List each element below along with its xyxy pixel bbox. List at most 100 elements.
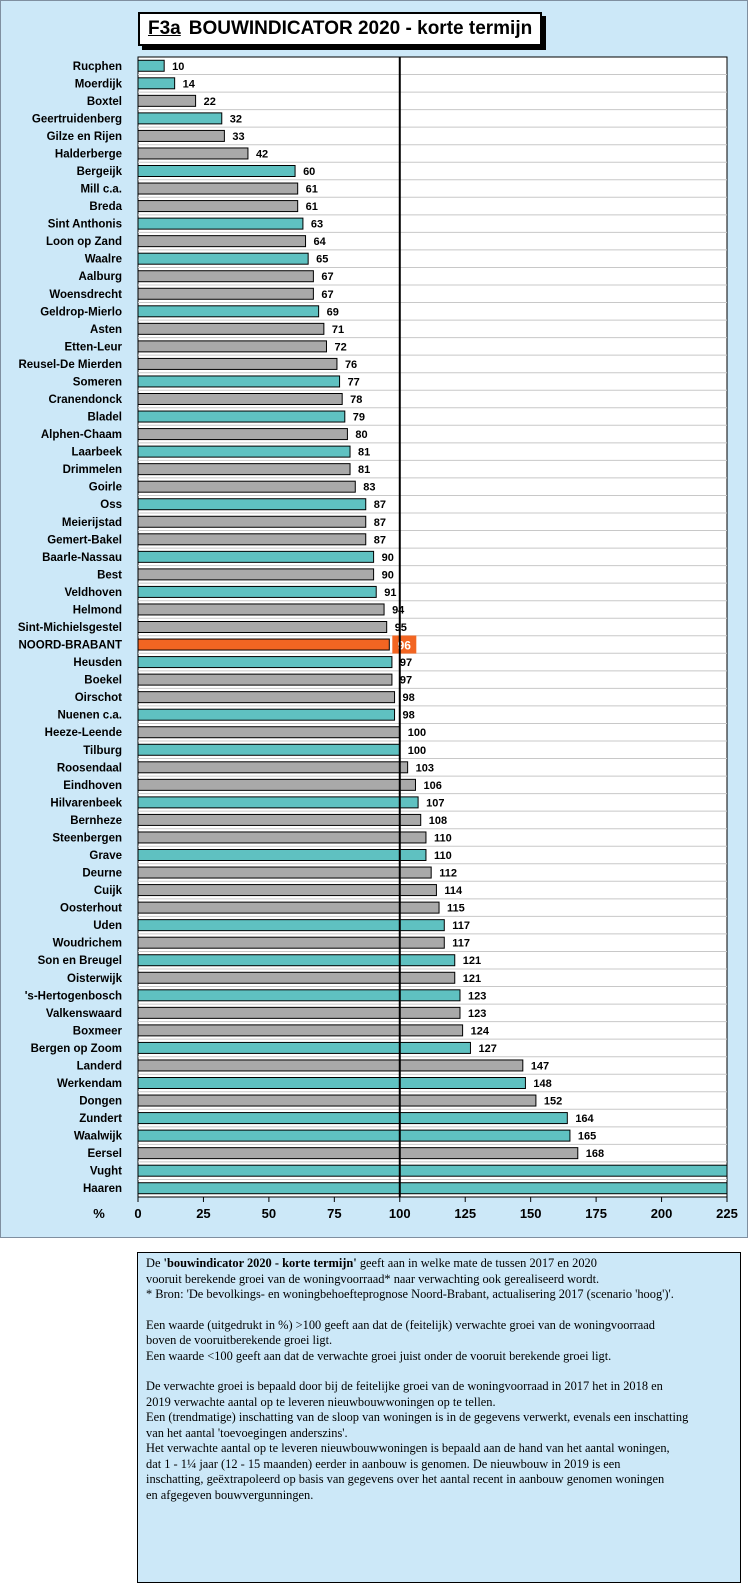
value-label: 63 [311, 219, 323, 231]
value-label: 164 [575, 1113, 594, 1125]
note-line: en afgegeven bouwvergunningen. [146, 1488, 732, 1504]
bar [137, 621, 388, 633]
value-label: 98 [403, 710, 415, 722]
bar [137, 59, 165, 72]
bar [137, 1129, 571, 1142]
value-label: 72 [334, 341, 346, 353]
bar [137, 375, 341, 388]
bar [137, 568, 375, 581]
bar [137, 831, 427, 844]
chart-title: F3a BOUWINDICATOR 2020 - korte termijn [138, 12, 543, 46]
bar [137, 235, 307, 248]
category-label: Bergeijk [77, 166, 123, 178]
bar [137, 182, 299, 195]
x-tick-label: 125 [454, 1206, 476, 1221]
x-tick-label: 225 [716, 1206, 738, 1221]
category-label: Cranendonck [49, 394, 123, 406]
value-label: 78 [350, 394, 362, 406]
category-label: Moerdijk [75, 78, 123, 90]
bar [137, 1094, 537, 1107]
category-label: Werkendam [57, 1078, 122, 1090]
value-label: 94 [392, 604, 405, 616]
category-label: Valkenswaard [46, 1008, 122, 1020]
category-label: Rucphen [73, 61, 122, 73]
category-label: Bladel [87, 412, 122, 424]
value-label: 121 [463, 955, 481, 967]
category-label: Uden [93, 920, 122, 932]
bar [137, 498, 367, 511]
value-label: 123 [468, 990, 486, 1002]
note-line: dat 1 - 1¼ jaar (12 - 15 maanden) eerder… [146, 1457, 732, 1473]
value-label: 87 [374, 499, 386, 511]
category-label: Best [97, 569, 122, 581]
category-label: Boxtel [87, 96, 122, 108]
value-label: 67 [321, 289, 333, 301]
note-line: boven de vooruitberekende groei ligt. [146, 1333, 732, 1349]
category-label: Vught [90, 1166, 122, 1178]
bar [137, 77, 176, 90]
value-label: 147 [531, 1060, 549, 1072]
bar [137, 603, 385, 616]
category-label: Nuenen c.a. [57, 710, 122, 722]
category-label: Oosterhout [60, 903, 122, 915]
bar [137, 1164, 728, 1177]
value-label: 108 [429, 815, 447, 827]
value-label: 168 [586, 1148, 604, 1160]
note-text: Een waarde <100 geeft aan dat de verwach… [146, 1348, 612, 1363]
bar [137, 480, 356, 493]
category-label: Eersel [87, 1148, 122, 1160]
bar [137, 726, 401, 739]
bar [137, 656, 393, 669]
bar [137, 129, 225, 142]
chart-title-text: BOUWINDICATOR 2020 - korte termijn [188, 18, 533, 39]
x-tick-label: 75 [327, 1206, 341, 1221]
bar [137, 708, 396, 721]
x-tick-label: 0 [134, 1206, 141, 1221]
value-label: 67 [321, 271, 333, 283]
category-label: Woudrichem [53, 938, 122, 950]
value-label: 115 [447, 903, 465, 915]
value-label: 32 [230, 113, 242, 125]
explanation-note: De 'bouwindicator 2020 - korte termijn' … [137, 1252, 741, 1583]
bar-chart: Rucphen 10 Moerdijk 14 Boxtel 22 Geertruidenbe… [18, 56, 738, 1221]
value-label: 106 [423, 780, 441, 792]
value-label: 81 [358, 464, 370, 476]
value-label-highlight: 96 [398, 639, 412, 653]
bar [137, 813, 422, 826]
category-label: Reusel-De Mierden [18, 359, 122, 371]
note-text: De [146, 1256, 164, 1270]
bar [137, 989, 461, 1002]
value-label: 87 [374, 534, 386, 546]
category-label: Waalre [85, 254, 122, 266]
value-label: 22 [204, 96, 216, 108]
note-line: Het verwachte aantal op te leveren nieuw… [146, 1441, 732, 1457]
bar [137, 305, 320, 318]
category-label: Sint-Michielsgestel [18, 622, 122, 634]
bar [137, 147, 249, 160]
category-label: Asten [90, 324, 122, 336]
bar [137, 638, 390, 651]
value-label: 100 [408, 727, 426, 739]
note-text: De verwachte groei is bepaald door bij d… [146, 1379, 663, 1393]
value-label: 165 [578, 1131, 596, 1143]
bar [137, 1182, 728, 1195]
chart-panel: F3a BOUWINDICATOR 2020 - korte termijn Ru… [0, 0, 748, 1238]
x-tick-label: 25 [196, 1206, 210, 1221]
category-label: Goirle [89, 482, 122, 494]
value-label: 91 [384, 587, 396, 599]
category-label: Heusden [73, 657, 122, 669]
value-label: 103 [416, 762, 434, 774]
bar [137, 743, 401, 756]
bar [137, 796, 419, 809]
note-line: Een (trendmatige) inschatting van de slo… [146, 1410, 732, 1426]
value-label: 61 [306, 201, 318, 213]
value-label: 10 [172, 61, 184, 73]
bar [137, 463, 351, 476]
category-label: Boxmeer [73, 1025, 123, 1037]
bar [137, 533, 367, 546]
category-label: Drimmelen [63, 464, 122, 476]
x-tick-label: 50 [262, 1206, 276, 1221]
category-label: Roosendaal [57, 762, 122, 774]
value-label: 61 [306, 184, 318, 196]
bar [137, 322, 325, 335]
